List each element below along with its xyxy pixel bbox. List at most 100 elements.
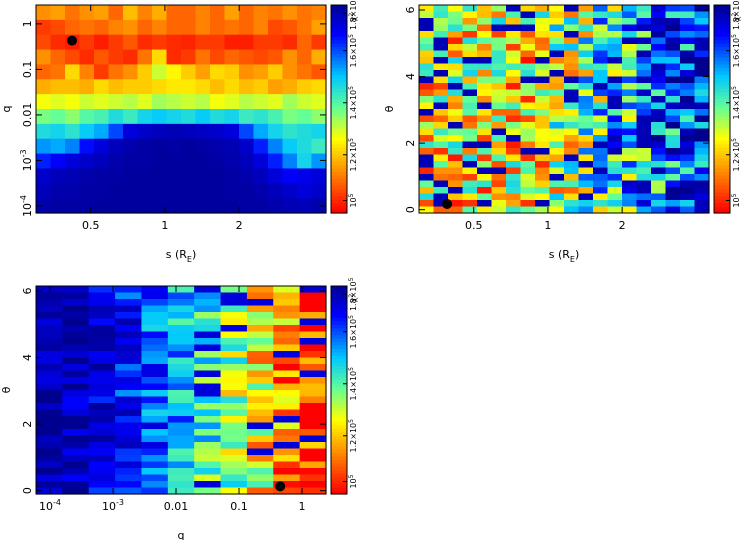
colorbar-segment <box>331 98 347 103</box>
colorbar-segment <box>331 143 347 148</box>
heatmap-cell <box>419 83 435 91</box>
heatmap-cell <box>94 5 110 21</box>
heatmap-cell <box>62 312 90 320</box>
heatmap-cell <box>88 487 116 495</box>
heatmap-cell <box>299 331 327 339</box>
heatmap-cell <box>419 5 435 13</box>
heatmap-cell <box>578 83 594 91</box>
heatmap-cell <box>194 325 222 333</box>
heatmap-cell <box>506 89 522 97</box>
colorbar-segment <box>714 43 730 48</box>
heatmap-cell <box>462 83 478 91</box>
heatmap-cell <box>194 487 222 495</box>
heatmap-cell <box>299 312 327 320</box>
heatmap-cell <box>419 180 435 188</box>
heatmap-cell <box>62 481 90 489</box>
heatmap-cell <box>462 200 478 208</box>
heatmap-cell <box>220 338 248 346</box>
heatmap-cell <box>246 338 274 346</box>
heatmap-cell <box>224 19 240 36</box>
heatmap-cell <box>181 153 197 170</box>
heatmap-cell <box>167 403 195 411</box>
heatmap-cell <box>477 187 493 195</box>
colorbar-segment <box>331 185 347 190</box>
colorbar-segment <box>331 46 347 51</box>
heatmap-cell <box>433 96 449 104</box>
heatmap-cell <box>194 455 222 463</box>
heatmap-cell <box>593 44 609 52</box>
heatmap-cell <box>273 331 301 339</box>
heatmap-cell <box>651 37 667 45</box>
heatmap-cell <box>220 370 248 378</box>
heatmap-cell <box>694 89 710 97</box>
heatmap-cell <box>622 96 638 104</box>
heatmap-cell <box>448 44 464 52</box>
heatmap-cell <box>694 200 710 208</box>
colorbar-segment <box>331 445 347 450</box>
heatmap-cell <box>220 429 248 437</box>
heatmap-cell <box>166 109 182 125</box>
colorbar-segment <box>714 88 730 93</box>
heatmap-cell <box>549 57 565 65</box>
colorbar-segment <box>714 36 730 41</box>
heatmap-cell <box>535 44 551 52</box>
heatmap-cell <box>462 11 478 19</box>
heatmap-cell <box>593 187 609 195</box>
heatmap-cell <box>282 64 298 80</box>
heatmap-cell <box>282 5 298 21</box>
heatmap-cell <box>506 102 522 110</box>
colorbar-segment <box>331 331 347 336</box>
heatmap-cell <box>141 448 169 456</box>
colorbar-tick-label: 1.8×105 <box>348 277 358 311</box>
heatmap-cell <box>564 18 580 26</box>
heatmap-cell <box>593 63 609 71</box>
heatmap-cell <box>564 141 580 149</box>
heatmap-cell <box>448 5 464 13</box>
heatmap-cell <box>564 50 580 58</box>
heatmap-cell <box>506 44 522 52</box>
heatmap-cell <box>477 57 493 65</box>
colorbar-segment <box>331 355 347 360</box>
x-tick-label: 10-3 <box>102 498 124 513</box>
heatmap-cell <box>549 148 565 156</box>
heatmap-cell <box>65 109 81 125</box>
y-tick-label: 0 <box>21 487 34 494</box>
colorbar-tick-label: 1.2×105 <box>731 138 741 172</box>
heatmap-cell <box>195 168 211 184</box>
heatmap-cell <box>210 79 226 95</box>
heatmap-cell <box>311 5 327 21</box>
heatmap-cell <box>88 468 116 476</box>
heatmap-cell <box>115 435 143 443</box>
heatmap-cell <box>299 383 327 391</box>
y-tick-label: 10-3 <box>19 149 34 171</box>
heatmap-cell <box>167 299 195 307</box>
heatmap-cell <box>137 153 153 170</box>
heatmap-cell <box>680 18 696 26</box>
heatmap-cell <box>220 468 248 476</box>
heatmap-cell <box>520 63 536 71</box>
heatmap-cell <box>115 481 143 489</box>
heatmap-cell <box>194 416 222 424</box>
heatmap-cell <box>549 63 565 71</box>
heatmap-cell <box>273 409 301 417</box>
colorbar-segment <box>331 289 347 294</box>
colorbar-segment <box>714 8 730 13</box>
heatmap-cell <box>665 96 681 104</box>
heatmap-cell <box>79 183 95 199</box>
heatmap-cell <box>210 153 226 170</box>
heatmap-cell <box>299 416 327 424</box>
heatmap-cell <box>299 409 327 417</box>
heatmap-cell <box>491 193 507 201</box>
colorbar-segment <box>714 209 730 214</box>
heatmap-cell <box>115 351 143 359</box>
heatmap-cell <box>680 180 696 188</box>
heatmap-cell <box>194 442 222 450</box>
heatmap-cell <box>607 148 623 156</box>
heatmap-cell <box>433 174 449 182</box>
heatmap-cell <box>88 292 116 300</box>
colorbar-label: χ2 <box>348 13 358 22</box>
heatmap-cell <box>462 115 478 123</box>
heatmap-cell <box>36 481 63 489</box>
heatmap-cell <box>167 383 195 391</box>
heatmap-cell <box>268 64 284 80</box>
